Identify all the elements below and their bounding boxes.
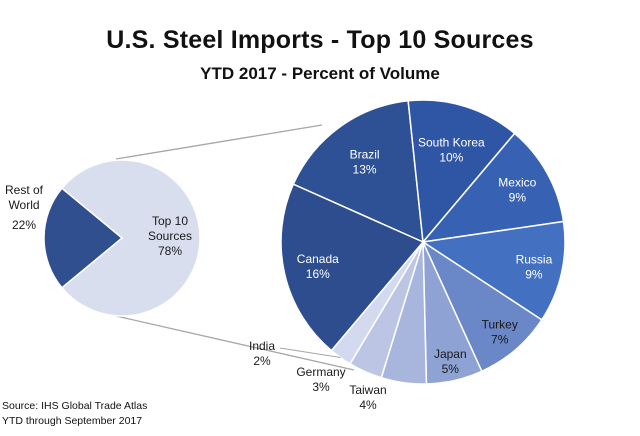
label-india: India 2% — [249, 339, 275, 368]
source-line: Source: IHS Global Trade Atlas — [2, 400, 148, 412]
slice-labels: Top 10 Sources 78% Rest of World 22% Brazil 13… — [5, 136, 553, 412]
label-turkey-line: Turkey — [482, 317, 518, 331]
connector-lines — [115, 124, 355, 371]
label-mexico-line: 9% — [509, 191, 527, 205]
label-mexico-line: Mexico — [498, 176, 536, 190]
label-rest-of-world-line: World — [8, 198, 39, 212]
label-mexico: Mexico 9% — [498, 176, 536, 205]
label-germany-line: Germany — [296, 365, 345, 379]
source-period-line: YTD through September 2017 — [2, 415, 143, 427]
label-taiwan-line: Taiwan — [349, 383, 386, 397]
label-brazil-line: Brazil — [350, 148, 380, 162]
label-russia-line: 9% — [525, 268, 543, 282]
label-japan-line: 5% — [442, 362, 460, 376]
value-rest-of-world: 22% — [12, 218, 36, 232]
label-rest-of-world-line: Rest of — [5, 183, 44, 197]
label-top-10-sources-line: Top 10 — [152, 214, 188, 228]
slice-rest-of-world — [43, 187, 124, 289]
label-south-korea: South Korea 10% — [418, 136, 485, 165]
label-canada-line: Canada — [297, 252, 339, 266]
chart-title: U.S. Steel Imports - Top 10 Sources — [106, 26, 534, 54]
label-brazil-line: 13% — [353, 163, 377, 177]
chart-subtitle: YTD 2017 - Percent of Volume — [200, 64, 440, 83]
slice-south-korea — [407, 99, 516, 244]
slice-top-10-sources — [60, 159, 201, 317]
label-japan-line: Japan — [434, 347, 467, 361]
label-russia-line: Russia — [516, 253, 553, 267]
slice-canada — [280, 183, 425, 352]
label-japan: Japan 5% — [434, 347, 467, 376]
label-russia: Russia 9% — [516, 253, 553, 282]
label-south-korea-line: 10% — [439, 151, 463, 165]
label-taiwan-line: 4% — [359, 398, 377, 412]
slice-russia — [420, 220, 566, 321]
leader-line-india — [279, 347, 341, 358]
primary-pie — [43, 159, 201, 317]
label-top-10-sources: Top 10 Sources 78% — [148, 214, 192, 258]
slice-brazil — [292, 99, 424, 244]
connector-line-bottom — [115, 315, 355, 371]
label-india-line: 2% — [253, 354, 271, 368]
source-note: Source: IHS Global Trade Atlas YTD throu… — [2, 399, 147, 429]
label-germany: Germany 3% — [296, 365, 345, 394]
value-rest-of-world-line: 22% — [12, 218, 36, 232]
label-canada-line: 16% — [306, 267, 330, 281]
secondary-pie — [280, 99, 566, 385]
label-canada: Canada 16% — [297, 252, 339, 281]
label-india-line: India — [249, 339, 275, 353]
label-top-10-sources-line: Sources — [148, 229, 192, 243]
label-rest-of-world: Rest of World — [5, 183, 44, 212]
slice-turkey — [421, 239, 543, 373]
label-brazil: Brazil 13% — [350, 148, 380, 177]
label-taiwan: Taiwan 4% — [349, 383, 386, 412]
label-turkey-line: 7% — [491, 332, 509, 346]
slice-mexico — [421, 132, 565, 244]
label-top-10-sources-line: 78% — [158, 244, 182, 258]
label-south-korea-line: South Korea — [418, 136, 485, 150]
label-germany-line: 3% — [312, 380, 330, 394]
label-turkey: Turkey 7% — [482, 317, 518, 346]
connector-line-top — [115, 124, 323, 160]
